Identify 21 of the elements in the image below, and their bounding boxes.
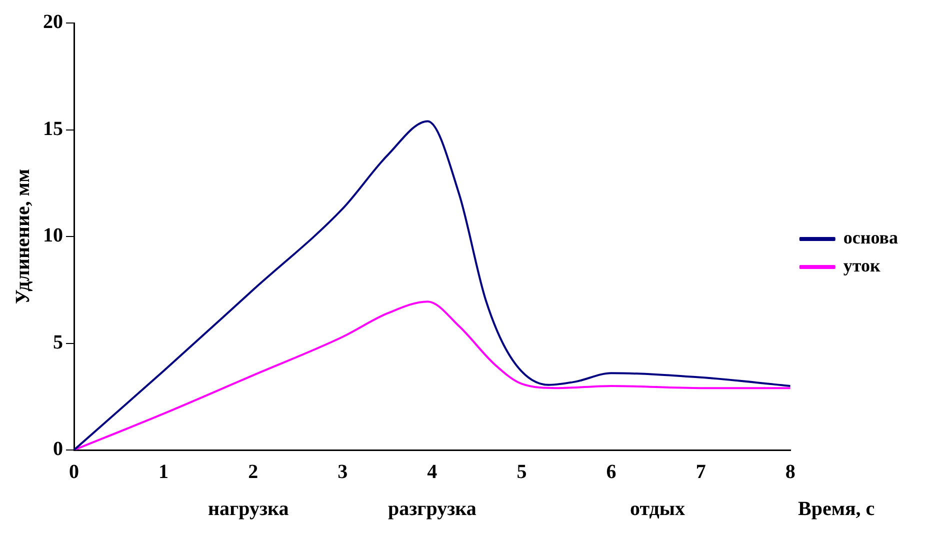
legend-label: основа [843, 228, 898, 248]
y-tick-label: 10 [43, 224, 63, 247]
x-tick-label: 3 [338, 461, 348, 484]
x-tick-label: 7 [696, 461, 706, 484]
x-tick-label: 8 [785, 461, 796, 484]
x-tick-label: 4 [427, 461, 438, 484]
y-tick-label: 20 [43, 11, 63, 34]
x-tick-label: 0 [69, 461, 79, 484]
y-tick-label: 5 [53, 331, 63, 354]
y-axis-title: Удлинение, мм [12, 168, 34, 304]
text: нагрузка [208, 498, 289, 521]
x-tick-label: 6 [606, 461, 616, 484]
y-tick-label: 0 [53, 438, 63, 460]
legend-label: уток [843, 256, 881, 276]
text: отдых [630, 498, 686, 521]
x-tick-label: 5 [516, 461, 527, 484]
x-tick-label: 2 [248, 461, 258, 484]
x-tick-label: 1 [158, 461, 169, 484]
x-axis-title: Время, с [798, 498, 875, 521]
text: разгрузка [388, 498, 476, 521]
y-tick-label: 15 [43, 118, 63, 140]
